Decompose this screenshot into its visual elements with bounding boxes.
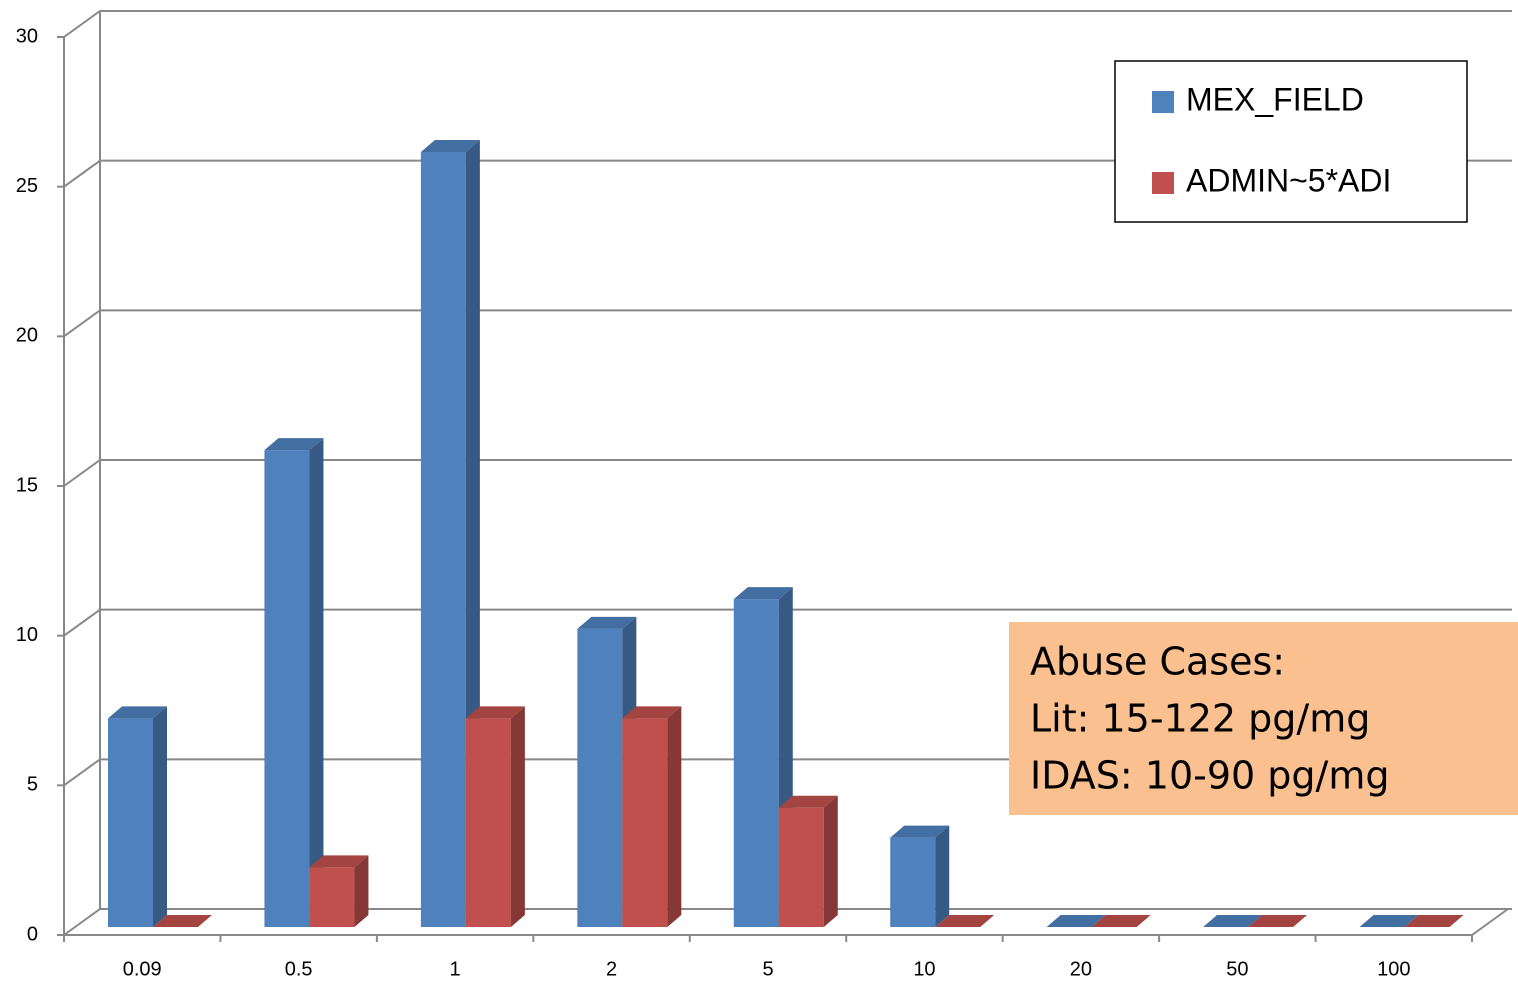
legend-swatch bbox=[1152, 91, 1174, 113]
bar-top bbox=[733, 587, 793, 600]
annotation-text: IDAS: 10-90 pg/mg bbox=[1030, 754, 1389, 798]
bar-front bbox=[108, 718, 153, 927]
bar-front bbox=[309, 867, 355, 927]
y-tick-label: 20 bbox=[16, 325, 38, 347]
grid-line bbox=[63, 309, 1512, 338]
bar-top bbox=[1203, 915, 1263, 927]
bar bbox=[309, 855, 369, 927]
bar-top bbox=[935, 915, 995, 927]
grid-line bbox=[63, 908, 1512, 936]
bar bbox=[890, 825, 950, 927]
y-tick-label: 0 bbox=[27, 923, 38, 945]
grid-line bbox=[63, 459, 1512, 487]
grid-line bbox=[63, 608, 1512, 637]
bar-top bbox=[465, 706, 525, 719]
bar-top bbox=[622, 706, 682, 719]
bar-top bbox=[890, 825, 950, 838]
bar bbox=[935, 915, 995, 927]
y-tick-label: 25 bbox=[16, 175, 38, 197]
bar-front bbox=[420, 152, 466, 927]
bar-top bbox=[577, 616, 637, 629]
bar bbox=[1359, 915, 1419, 927]
bar-side bbox=[823, 795, 838, 927]
bar bbox=[622, 706, 682, 927]
bar-front bbox=[264, 450, 310, 927]
bar bbox=[108, 706, 167, 927]
bar-side bbox=[309, 438, 324, 927]
x-tick-label: 50 bbox=[1226, 958, 1248, 980]
bar-front bbox=[577, 628, 623, 927]
bar bbox=[1203, 915, 1263, 927]
x-tick-label: 2 bbox=[606, 958, 617, 980]
legend-label: MEX_FIELD bbox=[1186, 81, 1364, 117]
bar-top bbox=[309, 855, 369, 868]
x-tick-label: 20 bbox=[1070, 958, 1092, 980]
x-tick-label: 0.5 bbox=[285, 958, 313, 980]
bar-top bbox=[108, 706, 167, 719]
bar-top bbox=[153, 915, 212, 927]
bar-front bbox=[622, 718, 668, 927]
x-tick-label: 0.09 bbox=[123, 958, 162, 980]
x-tick-label: 100 bbox=[1377, 958, 1410, 980]
bar bbox=[153, 915, 212, 927]
bar bbox=[465, 706, 525, 927]
bar bbox=[778, 795, 838, 927]
annotation-text: Abuse Cases: bbox=[1030, 640, 1285, 684]
y-tick-label: 30 bbox=[16, 25, 38, 47]
y-tick-label: 10 bbox=[16, 624, 38, 646]
bar-side bbox=[510, 706, 525, 927]
bar-top bbox=[778, 795, 838, 808]
annotation-box bbox=[1009, 622, 1518, 815]
grid-line bbox=[63, 159, 1512, 188]
bar-top bbox=[1248, 915, 1308, 927]
x-tick-label: 10 bbox=[913, 958, 935, 980]
bar bbox=[1404, 915, 1464, 927]
bar-top bbox=[264, 438, 324, 451]
bar-front bbox=[778, 807, 824, 927]
bar-top bbox=[1404, 915, 1464, 927]
bar-top bbox=[1046, 915, 1106, 927]
bar-side bbox=[935, 825, 950, 927]
bar-top bbox=[1091, 915, 1151, 927]
y-tick-label: 15 bbox=[16, 474, 38, 496]
x-tick-label: 5 bbox=[762, 958, 773, 980]
bar-top bbox=[420, 140, 480, 152]
grid-line bbox=[63, 10, 1512, 38]
bar bbox=[1046, 915, 1106, 927]
bar-side bbox=[354, 855, 369, 927]
bar-top bbox=[1359, 915, 1419, 927]
bar-side bbox=[153, 706, 167, 927]
annotation-text: Lit: 15-122 pg/mg bbox=[1030, 697, 1370, 741]
bar-side bbox=[667, 706, 682, 927]
legend-box bbox=[1114, 60, 1468, 223]
bar bbox=[1091, 915, 1151, 927]
bar bbox=[264, 438, 324, 927]
bar bbox=[1248, 915, 1308, 927]
bar-front bbox=[733, 599, 779, 927]
legend-swatch bbox=[1152, 172, 1174, 194]
bar-front bbox=[890, 837, 936, 927]
bar-front bbox=[465, 718, 511, 927]
legend-label: ADMIN~5*ADI bbox=[1186, 162, 1391, 198]
y-tick-label: 5 bbox=[27, 774, 38, 796]
x-tick-label: 1 bbox=[450, 958, 461, 980]
